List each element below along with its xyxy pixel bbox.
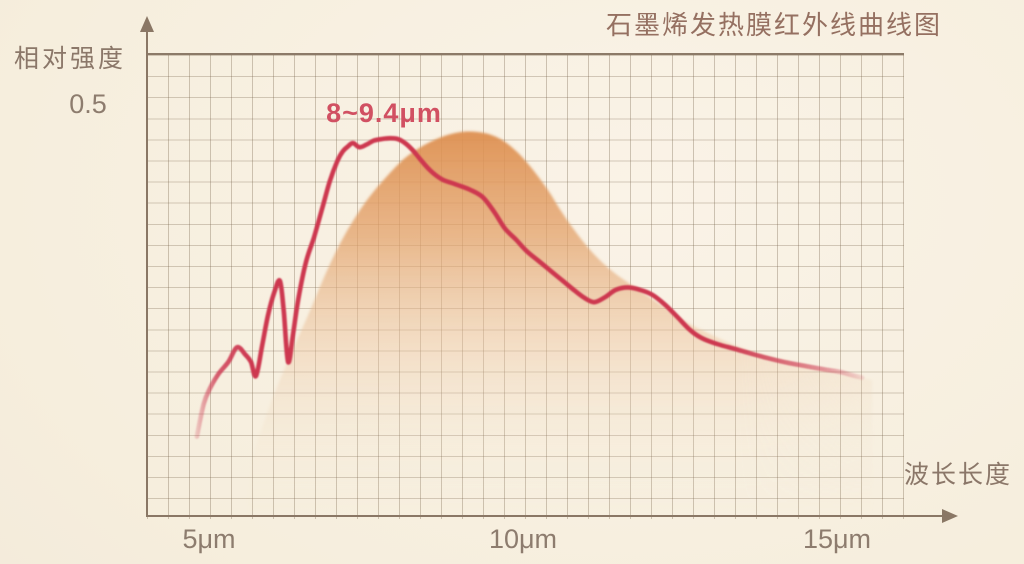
y-axis-line — [146, 30, 148, 517]
infrared-curve-line — [194, 135, 865, 439]
y-axis-label: 相对强度 — [14, 45, 127, 73]
x-axis-tick-5um: 5μm — [182, 524, 236, 554]
x-axis-line — [146, 515, 945, 517]
x-axis-tick-10um: 10μm — [488, 524, 558, 554]
smooth-envelope-area — [247, 131, 873, 516]
y-axis-tick-05: 0.5 — [69, 89, 107, 119]
y-axis-up-arrow-icon — [140, 16, 154, 32]
x-axis-label: 波长长度 — [904, 461, 1013, 489]
peak-range-annotation: 8~9.4μm — [326, 98, 442, 128]
x-axis-right-arrow-icon — [942, 509, 958, 523]
chart-title: 石墨烯发热膜红外线曲线图 — [605, 10, 942, 40]
x-axis-tick-15um: 15μm — [802, 524, 872, 554]
